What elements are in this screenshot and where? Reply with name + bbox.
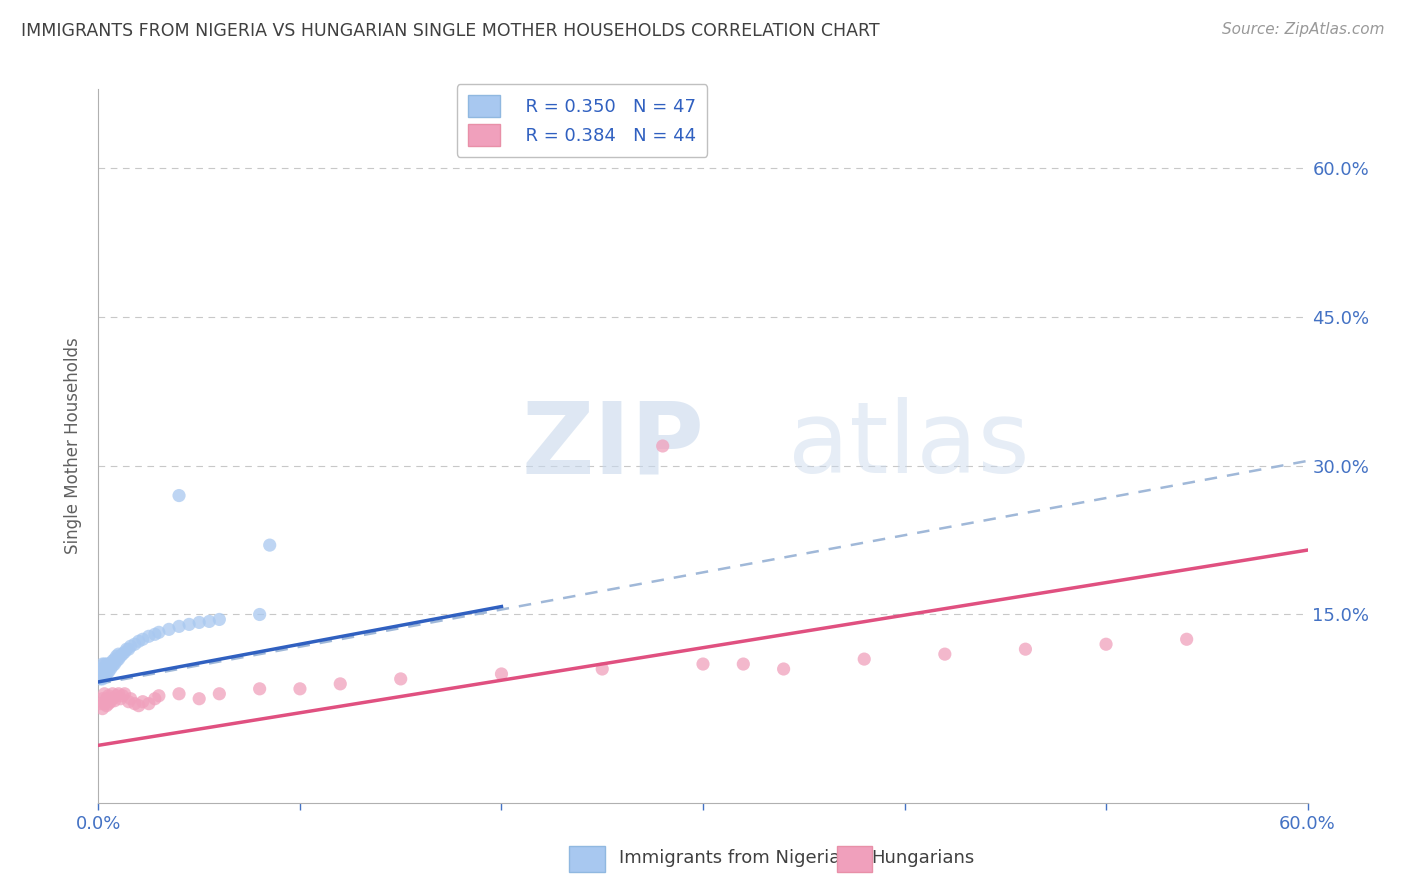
Point xyxy=(167,489,190,503)
Point xyxy=(111,647,134,661)
Point xyxy=(93,669,115,683)
Point xyxy=(208,612,231,626)
Text: ZIP: ZIP xyxy=(522,398,704,494)
Point xyxy=(115,642,138,657)
Y-axis label: Single Mother Households: Single Mother Households xyxy=(65,338,83,554)
Point xyxy=(179,617,201,632)
Point xyxy=(91,657,114,671)
Point xyxy=(111,689,134,703)
Point xyxy=(93,662,115,676)
Text: Immigrants from Nigeria: Immigrants from Nigeria xyxy=(619,849,839,867)
Point xyxy=(148,689,170,703)
Text: Hungarians: Hungarians xyxy=(872,849,974,867)
Point xyxy=(96,662,118,676)
Point xyxy=(107,687,129,701)
Point xyxy=(89,667,111,681)
Legend:   R = 0.350   N = 47,   R = 0.384   N = 44: R = 0.350 N = 47, R = 0.384 N = 44 xyxy=(457,84,707,157)
Point xyxy=(114,645,136,659)
Point xyxy=(128,634,150,648)
Point xyxy=(97,661,120,675)
Point xyxy=(96,691,118,706)
Point xyxy=(93,657,115,671)
Point xyxy=(188,615,211,630)
Point xyxy=(118,642,141,657)
Point xyxy=(651,439,673,453)
Point xyxy=(105,654,128,668)
Point xyxy=(132,632,155,647)
Text: IMMIGRANTS FROM NIGERIA VS HUNGARIAN SINGLE MOTHER HOUSEHOLDS CORRELATION CHART: IMMIGRANTS FROM NIGERIA VS HUNGARIAN SIN… xyxy=(21,22,880,40)
Point xyxy=(591,662,613,676)
Point xyxy=(91,662,114,676)
Point xyxy=(853,652,876,666)
Point xyxy=(124,637,146,651)
Point xyxy=(329,677,352,691)
Point xyxy=(93,697,115,711)
Point xyxy=(100,657,122,671)
Point xyxy=(934,647,956,661)
Point xyxy=(103,652,125,666)
Point xyxy=(167,619,190,633)
Point xyxy=(143,691,166,706)
Point xyxy=(91,701,114,715)
Point xyxy=(91,667,114,681)
Point xyxy=(198,615,221,629)
Point xyxy=(97,657,120,671)
Point xyxy=(118,695,141,709)
Point xyxy=(101,687,124,701)
Point xyxy=(733,657,755,671)
Point xyxy=(138,697,160,711)
Point xyxy=(491,667,513,681)
Point xyxy=(249,681,271,696)
Point xyxy=(167,687,190,701)
Point xyxy=(157,623,180,637)
Point xyxy=(1175,632,1198,647)
Text: Source: ZipAtlas.com: Source: ZipAtlas.com xyxy=(1222,22,1385,37)
Point xyxy=(132,695,155,709)
Point xyxy=(97,689,120,703)
Point xyxy=(93,687,115,701)
Point xyxy=(101,654,124,668)
Point xyxy=(188,691,211,706)
Point xyxy=(110,649,132,664)
Point xyxy=(100,662,122,676)
Point xyxy=(89,697,111,711)
Point xyxy=(1095,637,1118,651)
Point xyxy=(138,629,160,643)
Point xyxy=(96,667,118,681)
Point xyxy=(120,639,142,653)
Point xyxy=(101,659,124,673)
Point xyxy=(1014,642,1036,657)
Point xyxy=(91,691,114,706)
Point xyxy=(692,657,714,671)
Point xyxy=(288,681,311,696)
Point xyxy=(103,694,125,708)
Point xyxy=(101,691,124,706)
Point xyxy=(100,695,122,709)
Point xyxy=(105,649,128,664)
Point xyxy=(97,697,120,711)
Point xyxy=(97,665,120,679)
Point xyxy=(105,689,128,703)
Point xyxy=(93,665,115,679)
Point xyxy=(772,662,794,676)
Point xyxy=(148,625,170,640)
Point xyxy=(128,698,150,713)
Point xyxy=(389,672,412,686)
Text: atlas: atlas xyxy=(787,398,1029,494)
Point xyxy=(96,657,118,671)
Point xyxy=(89,672,111,686)
Point xyxy=(143,627,166,641)
Point xyxy=(96,698,118,713)
Point xyxy=(103,657,125,671)
Point xyxy=(114,687,136,701)
Point xyxy=(249,607,271,622)
Point xyxy=(208,687,231,701)
Point xyxy=(91,672,114,686)
Point xyxy=(120,691,142,706)
Point xyxy=(110,691,132,706)
Point xyxy=(124,697,146,711)
Point xyxy=(107,652,129,666)
Point xyxy=(107,647,129,661)
Point xyxy=(259,538,281,552)
